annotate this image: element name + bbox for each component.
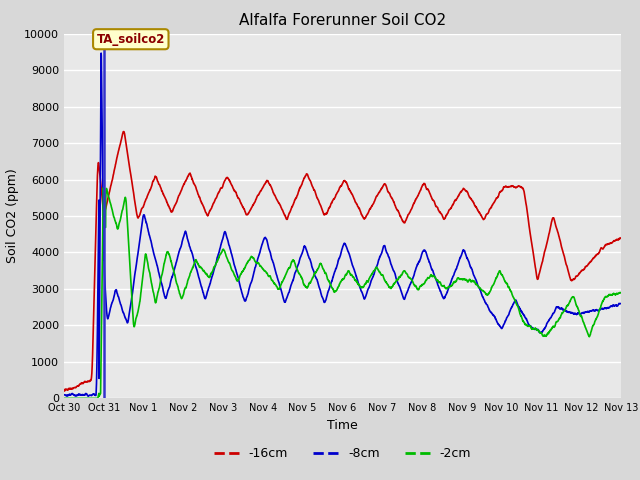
-16cm [606, 240, 614, 246]
-8cm [97, 50, 105, 56]
-16cm [124, 152, 132, 157]
-16cm [617, 235, 625, 241]
-8cm [606, 304, 614, 310]
-2cm [606, 292, 614, 298]
Text: TA_soilco2: TA_soilco2 [97, 33, 165, 46]
-16cm [546, 226, 554, 232]
-2cm [274, 286, 282, 292]
-16cm [60, 388, 68, 394]
-16cm [298, 182, 306, 188]
-2cm [546, 327, 554, 333]
-2cm [124, 226, 132, 231]
Line: -2cm: -2cm [64, 188, 621, 398]
-2cm [60, 396, 68, 401]
Line: -8cm: -8cm [64, 53, 621, 396]
-8cm [60, 392, 68, 397]
Line: -16cm: -16cm [64, 132, 621, 391]
-2cm [157, 277, 164, 283]
X-axis label: Time: Time [327, 419, 358, 432]
Title: Alfalfa Forerunner Soil CO2: Alfalfa Forerunner Soil CO2 [239, 13, 446, 28]
-8cm [124, 319, 132, 325]
-8cm [274, 276, 282, 282]
Legend: -16cm, -8cm, -2cm: -16cm, -8cm, -2cm [209, 442, 476, 465]
-8cm [157, 279, 164, 285]
-2cm [298, 275, 306, 281]
-2cm [100, 185, 108, 191]
-8cm [84, 393, 92, 399]
-16cm [120, 129, 127, 134]
-8cm [547, 315, 554, 321]
Y-axis label: Soil CO2 (ppm): Soil CO2 (ppm) [6, 168, 19, 264]
-16cm [274, 198, 282, 204]
-8cm [617, 300, 625, 306]
-16cm [157, 185, 164, 191]
-2cm [617, 290, 625, 296]
-8cm [298, 251, 306, 256]
